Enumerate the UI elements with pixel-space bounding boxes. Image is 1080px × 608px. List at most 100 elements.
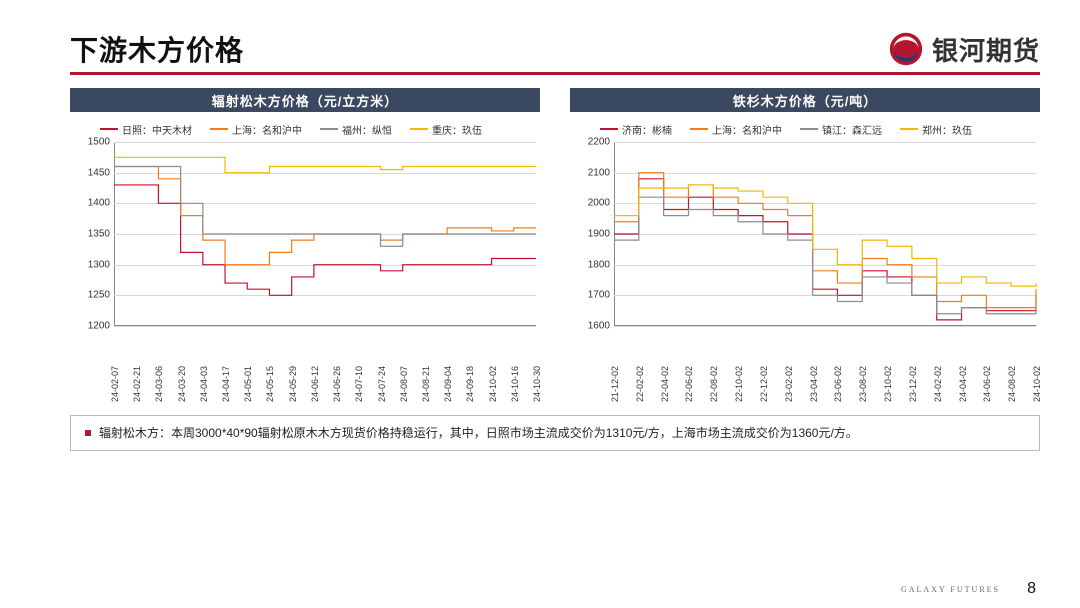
x-ticks: 24-02-0724-02-2124-03-0624-03-2024-04-03… — [114, 330, 536, 380]
x-tick-label: 24-03-06 — [154, 366, 164, 402]
legend-label: 郑州：玖伍 — [922, 122, 972, 137]
y-tick-label: 2200 — [588, 137, 614, 148]
x-tick-label: 23-10-02 — [883, 366, 893, 402]
x-tick-label: 23-06-02 — [833, 366, 843, 402]
legend-item: 济南：彬楠 — [600, 122, 672, 137]
x-tick-label: 22-04-02 — [660, 366, 670, 402]
x-tick-label: 24-09-18 — [465, 366, 475, 402]
series-line — [614, 173, 1036, 308]
bullet-icon — [85, 430, 91, 436]
legend-item: 上海：名和沪中 — [210, 122, 302, 137]
legend-item: 重庆：玖伍 — [410, 122, 482, 137]
title-underline — [70, 72, 1040, 75]
x-tick-label: 24-10-16 — [510, 366, 520, 402]
series-lines — [614, 142, 1036, 326]
x-tick-label: 22-08-02 — [709, 366, 719, 402]
x-tick-label: 24-04-02 — [958, 366, 968, 402]
note-text: 辐射松木方：本周3000*40*90辐射松原木木方现货价格持稳运行，其中，日照市… — [99, 424, 858, 442]
x-tick-label: 24-05-29 — [288, 366, 298, 402]
subheader-row: 辐射松木方价格（元/立方米） 铁杉木方价格（元/吨） — [70, 88, 1040, 112]
x-tick-label: 24-06-12 — [310, 366, 320, 402]
legend-item: 镇江：森汇远 — [800, 122, 882, 137]
x-tick-label: 24-02-02 — [933, 366, 943, 402]
legend-swatch-icon — [410, 128, 428, 130]
legend-item: 福州：纵恒 — [320, 122, 392, 137]
legend-label: 重庆：玖伍 — [432, 122, 482, 137]
x-tick-label: 23-08-02 — [858, 366, 868, 402]
series-lines — [114, 142, 536, 326]
legend-swatch-icon — [320, 128, 338, 130]
series-line — [114, 157, 536, 172]
footer-brand: GALAXY FUTURES — [901, 585, 1000, 594]
subheader-left: 辐射松木方价格（元/立方米） — [70, 88, 540, 112]
x-tick-label: 24-09-04 — [443, 366, 453, 402]
y-tick-label: 1700 — [588, 290, 614, 301]
x-tick-label: 24-08-21 — [421, 366, 431, 402]
chart-legend: 济南：彬楠 上海：名和沪中 镇江：森汇远 郑州：玖伍 — [600, 120, 1040, 138]
y-tick-label: 2100 — [588, 167, 614, 178]
page-title: 下游木方价格 — [70, 29, 244, 69]
x-tick-label: 24-07-10 — [354, 366, 364, 402]
y-tick-label: 2000 — [588, 198, 614, 209]
slide-page: 下游木方价格 银河期货 辐射松木方价格（元/立方米） 铁杉木方价格（元/吨） 日… — [0, 0, 1080, 608]
y-tick-label: 1400 — [88, 198, 114, 209]
x-tick-label: 22-02-02 — [635, 366, 645, 402]
legend-label: 济南：彬楠 — [622, 122, 672, 137]
plot-area: 1200125013001350140014501500 — [114, 142, 536, 326]
legend-label: 日照：中天木材 — [122, 122, 192, 137]
y-tick-label: 1450 — [88, 167, 114, 178]
legend-swatch-icon — [600, 128, 618, 130]
legend-label: 福州：纵恒 — [342, 122, 392, 137]
legend-label: 上海：名和沪中 — [712, 122, 782, 137]
y-tick-label: 1900 — [588, 229, 614, 240]
series-line — [614, 197, 1036, 314]
x-tick-label: 24-02-21 — [132, 366, 142, 402]
x-tick-label: 24-03-20 — [177, 366, 187, 402]
x-tick-label: 22-06-02 — [684, 366, 694, 402]
legend-item: 郑州：玖伍 — [900, 122, 972, 137]
brand: 银河期货 — [888, 31, 1040, 68]
title-row: 下游木方价格 银河期货 — [70, 24, 1040, 74]
series-line — [114, 185, 536, 295]
chart-right: 济南：彬楠 上海：名和沪中 镇江：森汇远 郑州：玖伍 16001700180019002… — [570, 120, 1040, 380]
x-tick-label: 24-05-15 — [265, 366, 275, 402]
page-number: 8 — [1027, 580, 1036, 598]
y-tick-label: 1350 — [88, 229, 114, 240]
y-tick-label: 1250 — [88, 290, 114, 301]
legend-label: 镇江：森汇远 — [822, 122, 882, 137]
legend-item: 上海：名和沪中 — [690, 122, 782, 137]
subheader-right: 铁杉木方价格（元/吨） — [570, 88, 1040, 112]
legend-swatch-icon — [210, 128, 228, 130]
brand-text: 银河期货 — [932, 31, 1040, 68]
plot-area: 1600170018001900200021002200 — [614, 142, 1036, 326]
legend-swatch-icon — [100, 128, 118, 130]
chart-left: 日照：中天木材 上海：名和沪中 福州：纵恒 重庆：玖伍 1200125013001350… — [70, 120, 540, 380]
x-tick-label: 24-05-01 — [243, 366, 253, 402]
note-box: 辐射松木方：本周3000*40*90辐射松原木木方现货价格持稳运行，其中，日照市… — [70, 415, 1040, 451]
x-tick-label: 24-04-17 — [221, 366, 231, 402]
brand-logo-icon — [888, 31, 924, 67]
x-tick-label: 24-08-07 — [399, 366, 409, 402]
legend-label: 上海：名和沪中 — [232, 122, 302, 137]
x-tick-label: 24-07-24 — [377, 366, 387, 402]
legend-item: 日照：中天木材 — [100, 122, 192, 137]
gridline — [614, 326, 1036, 327]
y-tick-label: 1500 — [88, 137, 114, 148]
x-tick-label: 23-12-02 — [908, 366, 918, 402]
x-tick-label: 22-10-02 — [734, 366, 744, 402]
x-tick-label: 24-04-03 — [199, 366, 209, 402]
y-tick-label: 1300 — [88, 259, 114, 270]
note-line: 辐射松木方：本周3000*40*90辐射松原木木方现货价格持稳运行，其中，日照市… — [85, 424, 1025, 442]
gridline — [114, 326, 536, 327]
x-tick-label: 24-06-26 — [332, 366, 342, 402]
y-tick-label: 1800 — [588, 259, 614, 270]
charts-row: 日照：中天木材 上海：名和沪中 福州：纵恒 重庆：玖伍 1200125013001350… — [70, 120, 1040, 380]
x-tick-label: 24-08-02 — [1007, 366, 1017, 402]
x-tick-label: 23-02-02 — [784, 366, 794, 402]
x-tick-label: 24-10-30 — [532, 366, 542, 402]
x-tick-label: 24-06-02 — [982, 366, 992, 402]
legend-swatch-icon — [800, 128, 818, 130]
x-tick-label: 24-10-02 — [1032, 366, 1042, 402]
x-tick-label: 22-12-02 — [759, 366, 769, 402]
x-tick-label: 24-10-02 — [488, 366, 498, 402]
